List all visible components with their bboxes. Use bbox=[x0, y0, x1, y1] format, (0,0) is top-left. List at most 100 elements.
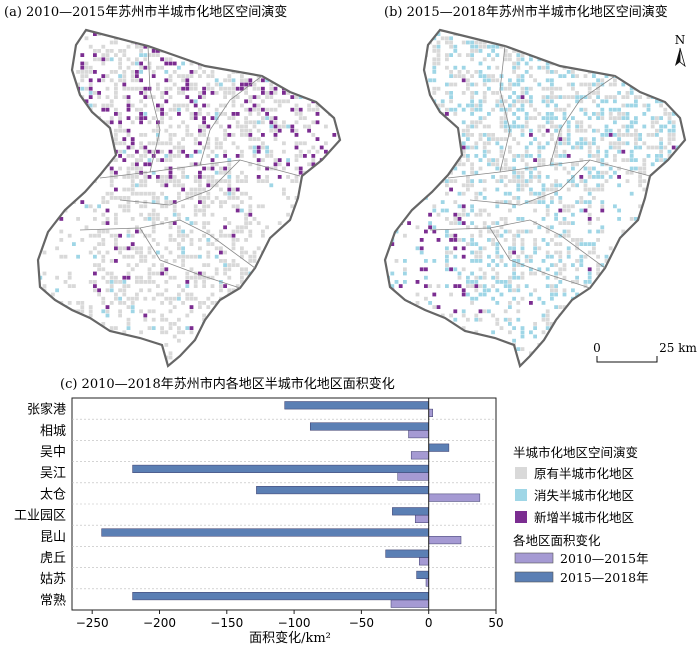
map-cell bbox=[114, 351, 118, 356]
map-cell bbox=[487, 162, 491, 167]
map-cell bbox=[516, 57, 521, 62]
map-cell bbox=[97, 233, 101, 238]
map-cell bbox=[449, 141, 453, 146]
map-cell bbox=[613, 116, 617, 120]
map-cell bbox=[650, 44, 655, 49]
map-cell bbox=[341, 326, 345, 330]
map-cell bbox=[168, 78, 173, 83]
map-cell bbox=[508, 322, 512, 326]
map-cell bbox=[386, 86, 390, 91]
map-cell bbox=[667, 86, 672, 91]
map-cell bbox=[680, 359, 684, 364]
map-cell bbox=[156, 175, 160, 179]
map-cell bbox=[193, 175, 198, 179]
x-tick-label: −50 bbox=[349, 616, 374, 630]
map-cell bbox=[520, 103, 525, 108]
map-cell bbox=[415, 322, 420, 326]
map-cell bbox=[537, 112, 542, 116]
map-cell bbox=[143, 133, 148, 137]
map-cell bbox=[235, 112, 240, 116]
map-cell bbox=[151, 355, 156, 360]
map-cell bbox=[319, 292, 324, 297]
map-cell bbox=[554, 250, 558, 255]
map-cell bbox=[114, 242, 118, 246]
map-cell bbox=[324, 343, 328, 347]
map-cell bbox=[499, 200, 504, 204]
map-cell bbox=[307, 103, 311, 108]
map-cell bbox=[604, 149, 609, 154]
map-cell bbox=[537, 44, 542, 49]
map-cell bbox=[634, 158, 638, 162]
map-cell bbox=[541, 313, 546, 318]
map-cell bbox=[621, 347, 626, 351]
map-cell bbox=[432, 70, 437, 74]
map-cell bbox=[403, 271, 407, 276]
map-cell bbox=[533, 166, 537, 171]
map-cell bbox=[164, 70, 169, 74]
map-cell bbox=[256, 343, 261, 347]
map-cell bbox=[424, 267, 428, 272]
map-cell bbox=[445, 229, 449, 234]
map-cell bbox=[432, 154, 437, 158]
map-cell bbox=[550, 36, 554, 41]
map-cell bbox=[122, 351, 127, 356]
map-cell bbox=[508, 53, 512, 57]
map-cell bbox=[219, 44, 223, 49]
map-cell bbox=[613, 70, 617, 74]
map-cell bbox=[151, 263, 156, 267]
map-cell bbox=[88, 65, 93, 70]
map-cell bbox=[671, 95, 676, 99]
map-cell bbox=[114, 359, 118, 364]
map-cell bbox=[470, 95, 474, 99]
map-cell bbox=[554, 124, 558, 129]
map-cell bbox=[495, 30, 500, 32]
map-cell bbox=[432, 86, 437, 91]
map-cell bbox=[244, 57, 248, 62]
map-cell bbox=[550, 32, 554, 36]
map-cell bbox=[587, 40, 592, 45]
map-cell bbox=[261, 91, 265, 95]
map-cell bbox=[684, 305, 685, 309]
map-cell bbox=[177, 242, 181, 246]
map-cell bbox=[550, 91, 554, 95]
map-cell bbox=[189, 196, 194, 200]
map-cell bbox=[164, 128, 169, 133]
map-cell bbox=[126, 154, 131, 158]
map-cell bbox=[55, 124, 59, 129]
map-cell bbox=[223, 32, 227, 36]
map-cell bbox=[520, 334, 525, 339]
map-cell bbox=[235, 292, 240, 297]
map-cell bbox=[118, 246, 122, 251]
map-cell bbox=[63, 183, 68, 188]
map-cell bbox=[449, 154, 453, 158]
map-cell bbox=[655, 61, 659, 66]
map-cell bbox=[461, 30, 466, 32]
map-cell bbox=[252, 259, 257, 263]
map-cell bbox=[566, 95, 571, 99]
map-cell bbox=[566, 103, 571, 108]
map-cell bbox=[495, 179, 500, 183]
map-cell bbox=[385, 229, 386, 234]
map-cell bbox=[634, 305, 638, 309]
map-cell bbox=[566, 254, 571, 259]
map-cell bbox=[223, 137, 227, 141]
map-cell bbox=[286, 359, 290, 364]
map-cell bbox=[328, 313, 332, 318]
map-cell bbox=[231, 191, 236, 196]
map-cell bbox=[432, 259, 437, 263]
map-cell bbox=[298, 70, 303, 74]
map-cell bbox=[231, 91, 236, 95]
map-cell bbox=[185, 95, 190, 99]
map-cell bbox=[646, 86, 651, 91]
map-cell bbox=[638, 170, 642, 175]
map-cell bbox=[147, 309, 152, 314]
map-cell bbox=[252, 338, 257, 343]
map-cell bbox=[122, 208, 127, 213]
map-cell bbox=[575, 99, 579, 104]
map-cell bbox=[93, 103, 97, 108]
map-cell bbox=[240, 368, 244, 372]
map-cell bbox=[499, 217, 504, 221]
map-cell bbox=[634, 217, 638, 221]
map-cell bbox=[114, 70, 118, 74]
map-cell bbox=[130, 187, 135, 192]
